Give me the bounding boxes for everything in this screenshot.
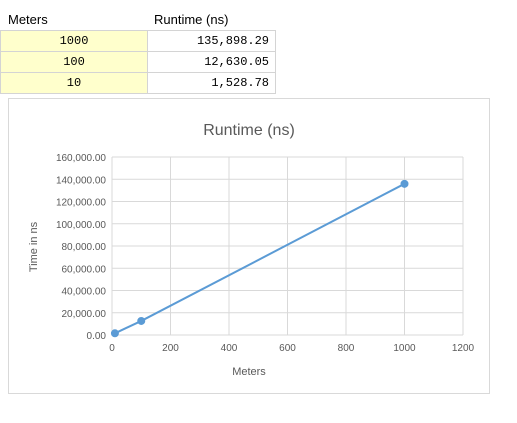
y-tick-label: 80,000.00 (62, 242, 107, 253)
x-tick-label: 600 (279, 343, 296, 354)
y-tick-label: 100,000.00 (56, 220, 106, 231)
y-tick-label: 20,000.00 (62, 309, 107, 320)
chart-container[interactable]: Runtime (ns) Meters Time in ns 0.00 20,00… (8, 98, 490, 394)
header-meters: Meters (8, 12, 48, 27)
chart-svg: Runtime (ns) Meters Time in ns 0.00 20,00… (28, 122, 475, 378)
data-table: 1000 135,898.29 100 12,630.05 10 1,528.7… (0, 30, 276, 94)
y-tick-label: 0.00 (87, 331, 107, 342)
x-tick-label: 0 (109, 343, 115, 354)
cell-meters[interactable]: 100 (0, 51, 148, 73)
series-line (114, 182, 405, 335)
header-runtime: Runtime (ns) (154, 12, 229, 27)
x-axis-label: Meters (232, 366, 266, 378)
x-tick-label: 1200 (452, 343, 475, 354)
cell-meters[interactable]: 10 (0, 72, 148, 94)
cell-meters[interactable]: 1000 (0, 30, 148, 52)
x-tick-label: 400 (221, 343, 238, 354)
y-tick-label: 120,000.00 (56, 198, 106, 209)
cell-runtime[interactable]: 1,528.78 (147, 72, 276, 94)
cell-runtime[interactable]: 135,898.29 (147, 30, 276, 52)
data-point (110, 329, 119, 338)
y-axis-label: Time in ns (28, 221, 40, 272)
x-tick-label: 200 (162, 343, 179, 354)
chart-title: Runtime (ns) (203, 122, 295, 139)
table-row: 1000 135,898.29 (0, 30, 276, 52)
y-tick-label: 40,000.00 (62, 287, 107, 298)
data-point (400, 179, 409, 188)
y-tick-label: 60,000.00 (62, 264, 107, 275)
x-tick-label: 1000 (393, 343, 416, 354)
y-tick-label: 140,000.00 (56, 175, 106, 186)
data-point (137, 316, 146, 325)
x-tick-label: 800 (338, 343, 355, 354)
y-tick-label: 160,000.00 (56, 153, 106, 164)
table-row: 10 1,528.78 (0, 72, 276, 94)
table-row: 100 12,630.05 (0, 51, 276, 73)
cell-runtime[interactable]: 12,630.05 (147, 51, 276, 73)
